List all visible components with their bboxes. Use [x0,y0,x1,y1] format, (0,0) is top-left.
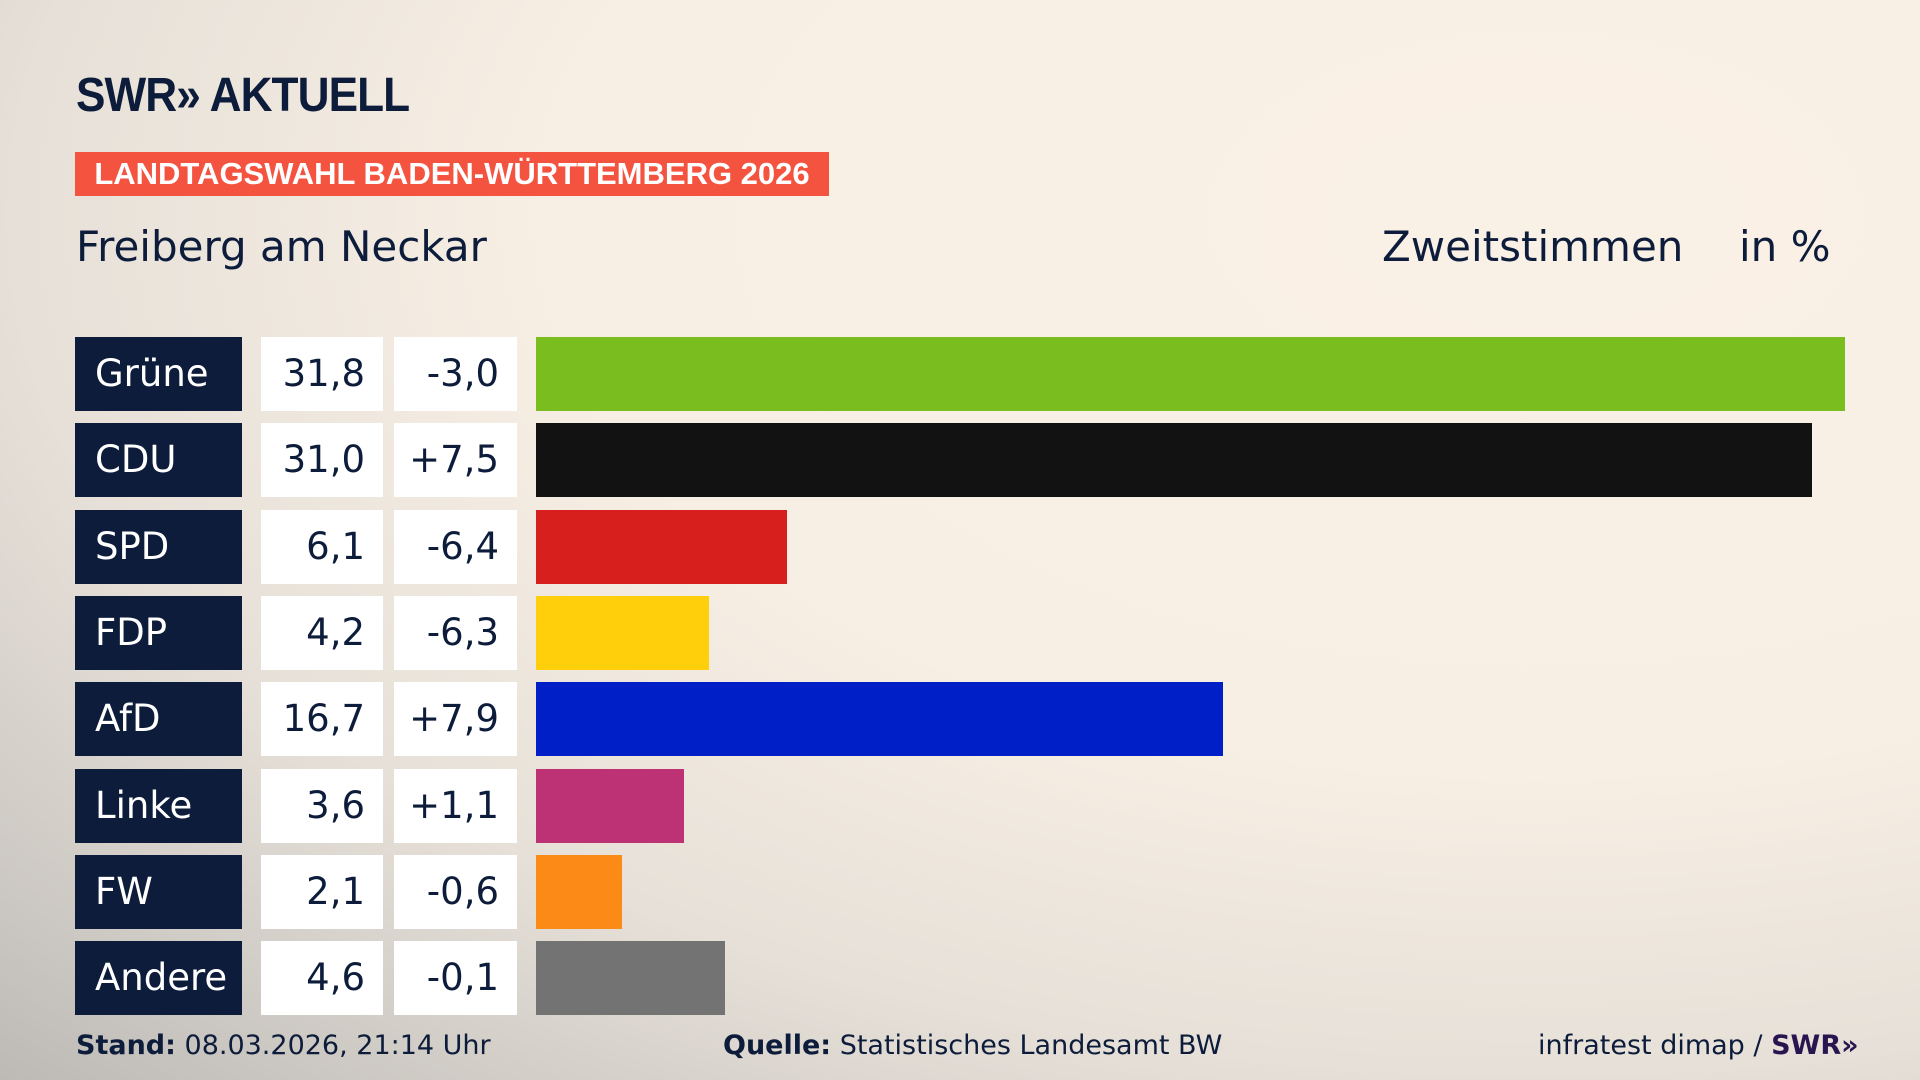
chart-row: Linke 3,6 +1,1 [0,768,1920,843]
swr-aktuell-logo: SWR» AKTUELL [76,69,410,122]
change-label: -6,3 [394,595,517,670]
value-label: 31,8 [261,337,383,411]
value-label: 4,6 [261,941,383,1016]
election-banner: LANDTAGSWAHL BADEN-WÜRTTEMBERG 2026 [75,152,829,196]
change-label: +7,5 [394,423,517,498]
chart-row: AfD 16,7 +7,9 [0,682,1920,757]
value-label: 31,0 [261,423,383,498]
credit-text: infratest dimap / [1538,1030,1763,1061]
place-title: Freiberg am Neckar [76,222,487,271]
value-label: 3,6 [261,768,383,843]
change-label: -3,0 [394,337,517,411]
quelle: Quelle: Statistisches Landesamt BW [723,1030,1222,1061]
bar [536,768,685,843]
credit: infratest dimap / SWR» [1538,1030,1859,1061]
chart-row: SPD 6,1 -6,4 [0,509,1920,584]
party-label: Linke [75,768,242,843]
bar [536,854,623,929]
party-label: FW [75,854,242,929]
value-label: 4,2 [261,595,383,670]
bar [536,682,1224,757]
bar [536,509,788,584]
chart-row: CDU 31,0 +7,5 [0,423,1920,498]
stand-label: Stand: [76,1030,176,1061]
change-label: +7,9 [394,682,517,757]
chart-row: FDP 4,2 -6,3 [0,595,1920,670]
bar [536,423,1813,498]
party-label: FDP [75,595,242,670]
bar [536,595,709,670]
chart-row: Andere 4,6 -0,1 [0,941,1920,1016]
bar [536,337,1845,411]
value-label: 16,7 [261,682,383,757]
unit-label: in % [1739,222,1831,271]
quelle-label: Quelle: [723,1030,832,1061]
chart-row: Grüne 31,8 -3,0 [0,337,1920,411]
swr-logo-small: SWR» [1771,1030,1859,1061]
value-label: 6,1 [261,509,383,584]
change-label: -0,6 [394,854,517,929]
party-label: Grüne [75,337,242,411]
party-label: SPD [75,509,242,584]
stand-value: 08.03.2026, 21:14 Uhr [184,1030,491,1061]
bar [536,941,726,1016]
party-label: CDU [75,423,242,498]
stand: Stand: 08.03.2026, 21:14 Uhr [76,1030,491,1061]
chart-row: FW 2,1 -0,6 [0,854,1920,929]
party-label: AfD [75,682,242,757]
change-label: -6,4 [394,509,517,584]
change-label: -0,1 [394,941,517,1016]
votes-label: Zweitstimmen [1382,222,1684,271]
party-label: Andere [75,941,242,1016]
value-label: 2,1 [261,854,383,929]
quelle-value: Statistisches Landesamt BW [839,1030,1223,1061]
change-label: +1,1 [394,768,517,843]
